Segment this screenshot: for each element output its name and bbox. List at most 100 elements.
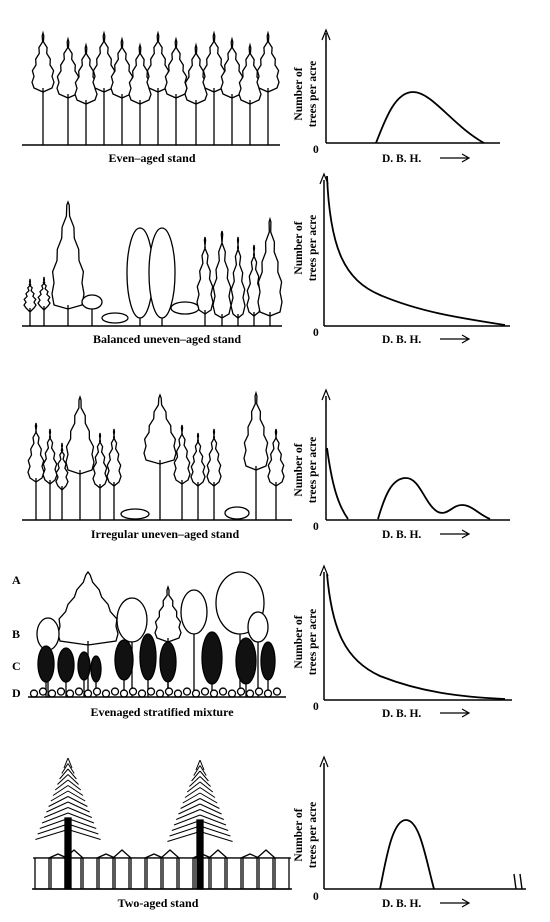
ground-shrub: [191, 689, 201, 698]
x-arrow-stratified: [440, 708, 471, 718]
layer-label-d: D: [12, 686, 21, 700]
origin-label-even: 0: [313, 144, 319, 156]
broadleaf-tree-crown: [36, 617, 60, 651]
small-tree-stem: [178, 857, 194, 890]
broadleaf-tree-crown: [235, 637, 257, 685]
panel-caption-irregular: Irregular uneven–aged stand: [91, 527, 240, 541]
small-conifer-crown: [111, 849, 133, 859]
shrub: [224, 506, 250, 520]
conifer-tree-crown: [128, 42, 152, 105]
ground-shrub: [164, 687, 174, 696]
x-arrow-twoaged: [440, 898, 471, 908]
veteran-tree-branch: [184, 787, 216, 798]
broadleaf-tree-crown: [77, 651, 91, 681]
veteran-tree-branch: [186, 781, 214, 793]
small-conifer-crown: [207, 849, 229, 859]
conifer-tree-crown: [146, 30, 170, 93]
conifer-tree-crown: [202, 30, 226, 93]
ground-shrub: [200, 687, 210, 696]
ground-shrub: [254, 687, 264, 696]
broadleaf-tree-crown: [90, 655, 102, 683]
veteran-tree-branch: [193, 765, 207, 776]
origin-label-twoaged: 0: [313, 891, 319, 903]
x-axis-label-stratified: D. B. H.: [382, 708, 421, 720]
ground-shrub: [119, 689, 129, 698]
conifer-tree-crown: [55, 442, 69, 491]
conifer-tree-crown: [196, 236, 214, 315]
conifer-tree-crown: [57, 570, 119, 646]
small-tree-stem: [34, 857, 50, 890]
conifer-tree-crown: [154, 584, 182, 643]
veteran-tree-branch: [178, 803, 222, 815]
veteran-tree-branch: [63, 757, 73, 769]
curve-irregular: [326, 447, 491, 520]
veteran-tree-branch: [191, 770, 209, 782]
conifer-tree-crown: [220, 36, 244, 99]
conifer-tree-crown: [27, 422, 45, 483]
veteran-tree-branch: [48, 796, 88, 807]
conifer-tree-crown: [190, 432, 206, 487]
x-axis-label-even: D. B. H.: [382, 153, 421, 165]
conifer-tree-crown: [31, 30, 55, 93]
veteran-tree-branch: [35, 829, 101, 840]
conifer-tree-crown: [92, 30, 116, 93]
veteran-tree-branch: [176, 809, 224, 820]
dbh-chart-stratified: [319, 564, 512, 701]
ground-shrub: [38, 687, 48, 696]
dbh-chart-even: [321, 28, 500, 144]
ground-shrub: [56, 687, 66, 696]
ground-shrub: [209, 689, 219, 698]
ground-shrub: [29, 689, 39, 698]
veteran-tree-branch: [189, 776, 211, 787]
shrub: [170, 301, 200, 315]
veteran-tree-branch: [195, 759, 205, 771]
x-arrow-even: [440, 153, 471, 163]
x-axis-label-irregular: D. B. H.: [382, 529, 421, 541]
even-aged-stand-illustration: [31, 30, 280, 145]
veteran-tree-branch: [41, 812, 95, 824]
ground-shrub: [110, 687, 120, 696]
small-tree-stem: [258, 857, 274, 890]
veteran-tree-branch: [167, 831, 233, 842]
conifer-tree-crown: [74, 42, 98, 105]
conifer-tree-crown: [206, 428, 222, 487]
broadleaf-tree-crown: [114, 639, 134, 681]
conifer-tree-crown: [238, 42, 262, 105]
curve-twoaged-narrow-bell: [379, 819, 435, 890]
conifer-tree-crown: [257, 216, 283, 317]
layer-label-a: A: [12, 573, 21, 587]
ground-shrub: [182, 687, 192, 696]
veteran-tree-branch: [52, 785, 84, 796]
curve-stratified-reverse-j: [326, 573, 506, 700]
small-tree-stem: [98, 857, 114, 890]
broadleaf-tree-crown: [260, 641, 276, 681]
dbh-chart-irregular: [321, 388, 510, 521]
conifer-tree-crown: [184, 42, 208, 105]
conifer-tree-crown: [243, 390, 269, 471]
ground-shrub: [137, 689, 147, 698]
panel-caption-stratified: Evenaged stratified mixture: [90, 705, 234, 719]
ground-shrub: [146, 687, 156, 696]
conifer-tree-crown: [51, 200, 85, 310]
ground-shrub: [173, 689, 183, 698]
veteran-tree-branch: [171, 820, 229, 831]
conifer-tree-crown: [173, 424, 191, 485]
conifer-tree-crown: [143, 393, 177, 465]
small-tree-stem: [146, 857, 162, 890]
dbh-chart-balanced: [319, 172, 510, 327]
veteran-tree-branch: [37, 823, 99, 835]
conifer-tree-crown: [42, 428, 58, 485]
x-arrow-balanced: [440, 334, 471, 344]
broadleaf-tree-crown: [247, 611, 269, 643]
y-axis-label-twoaged-1: Number of: [293, 808, 305, 861]
panel-caption-balanced: Balanced uneven–aged stand: [93, 332, 241, 346]
ground-shrub: [236, 687, 246, 696]
ground-shrub: [155, 689, 165, 698]
ground-shrub: [83, 689, 93, 698]
small-tree-stem: [274, 857, 290, 890]
origin-label-balanced: 0: [313, 327, 319, 339]
veteran-tree-branch: [44, 807, 92, 818]
y-axis-label-twoaged-2: trees per acre: [307, 802, 319, 868]
ground-shrub: [65, 689, 75, 698]
curve-balanced-reverse-j: [326, 175, 506, 326]
